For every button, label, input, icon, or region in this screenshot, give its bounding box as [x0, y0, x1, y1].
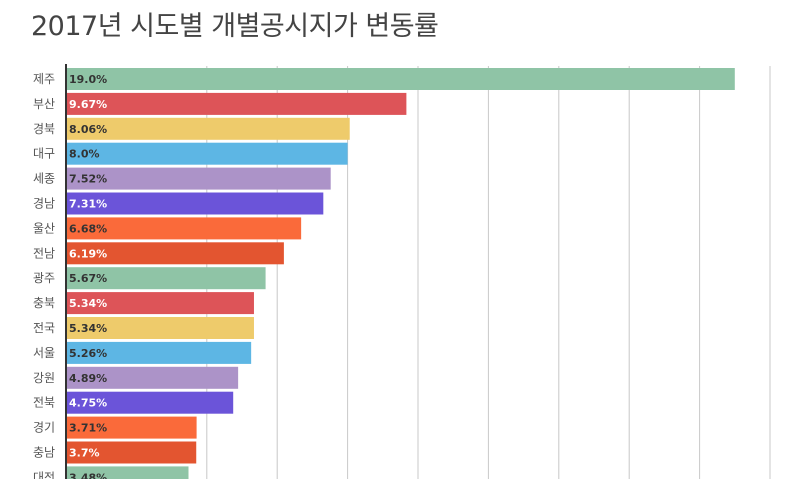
bar [66, 366, 239, 389]
value-label: 4.75% [69, 397, 107, 410]
category-label: 충북 [33, 296, 55, 310]
category-label: 충남 [33, 446, 55, 460]
bar [66, 167, 331, 190]
bar [66, 267, 266, 290]
category-label: 세종 [33, 172, 55, 186]
category-label: 대전 [33, 470, 55, 479]
value-label: 7.52% [69, 173, 107, 186]
value-label: 4.89% [69, 372, 107, 385]
bar [66, 217, 302, 240]
category-label: 경북 [33, 122, 55, 136]
category-label: 전북 [33, 396, 55, 410]
bar [66, 68, 735, 90]
value-label: 19.0% [69, 73, 107, 86]
bar [66, 441, 197, 464]
bar [66, 466, 189, 479]
category-label: 경남 [33, 197, 55, 211]
value-label: 6.19% [69, 247, 107, 260]
chart-title: 2017년 시도별 개별공시지가 변동률 [31, 11, 439, 42]
value-label: 7.31% [69, 198, 107, 211]
category-label: 울산 [33, 221, 55, 235]
value-label: 9.67% [69, 98, 107, 111]
value-label: 5.67% [69, 272, 107, 285]
value-label: 5.34% [69, 297, 107, 310]
value-label: 5.34% [69, 322, 107, 335]
value-label: 6.68% [69, 222, 107, 235]
bar [66, 192, 324, 215]
bar [66, 341, 252, 364]
bar [66, 391, 234, 414]
category-label: 전국 [33, 321, 55, 335]
bar [66, 142, 348, 165]
bar [66, 117, 350, 140]
category-label: 서울 [33, 346, 55, 360]
bar [66, 92, 407, 115]
category-label: 부산 [33, 97, 55, 111]
category-label: 전남 [33, 246, 55, 260]
value-label: 8.06% [69, 123, 107, 136]
value-label: 5.26% [69, 347, 107, 360]
category-label: 제주 [33, 72, 55, 86]
value-label: 3.7% [69, 447, 100, 460]
category-label: 강원 [33, 371, 55, 385]
value-label: 3.71% [69, 422, 107, 435]
value-label: 8.0% [69, 148, 100, 161]
bar [66, 242, 284, 265]
bar [66, 416, 197, 439]
category-label: 경기 [33, 421, 55, 435]
category-label: 광주 [33, 271, 55, 285]
value-label: 3.48% [69, 471, 107, 479]
bar [66, 292, 254, 315]
bar [66, 317, 254, 339]
category-label: 대구 [33, 147, 55, 161]
